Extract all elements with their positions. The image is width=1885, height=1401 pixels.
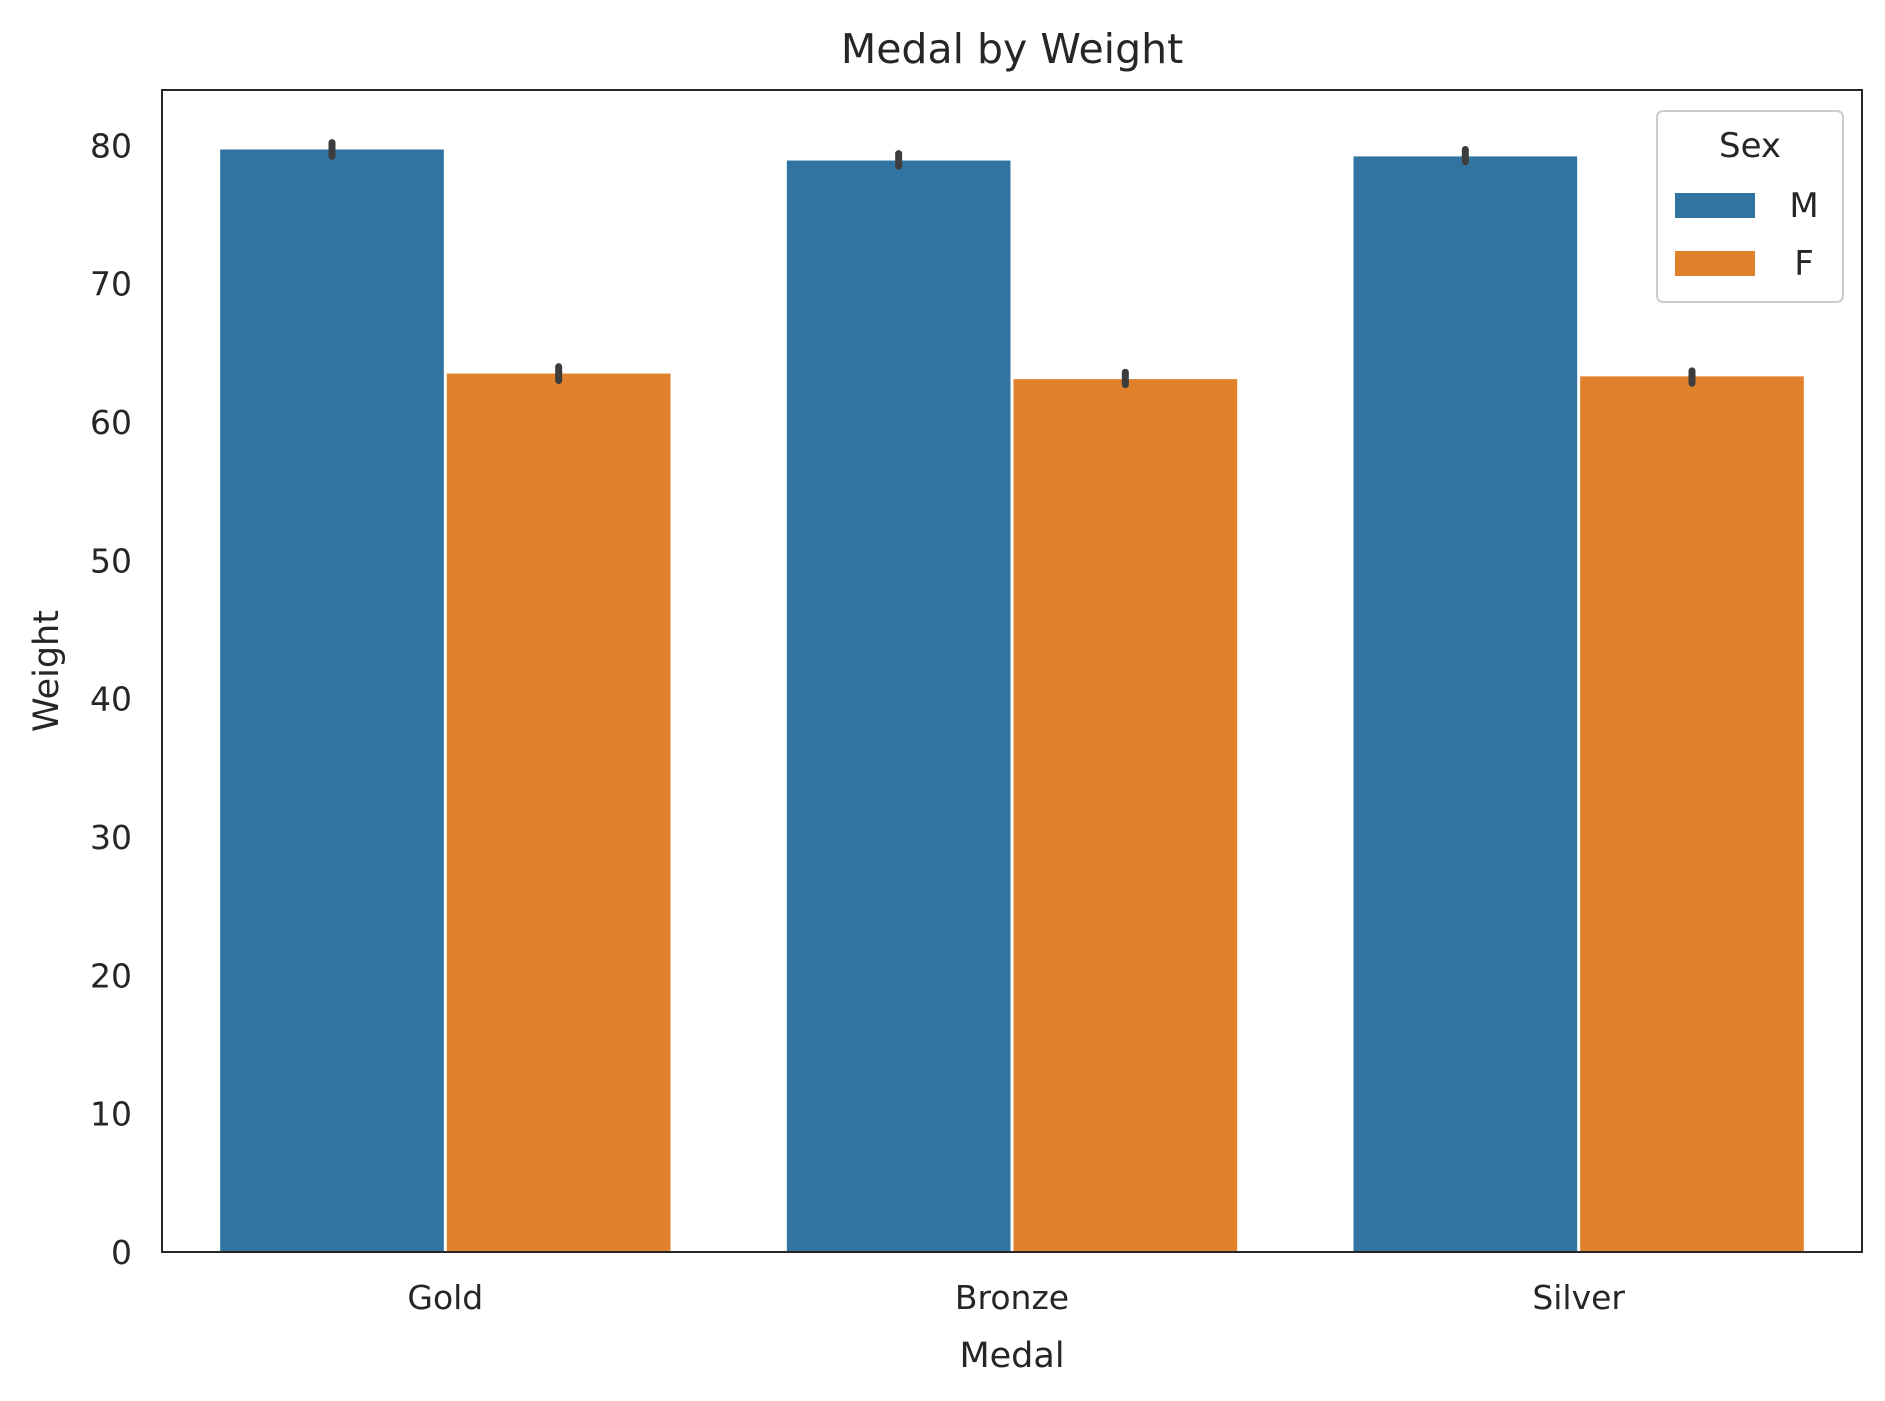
legend-label: M [1789, 186, 1818, 226]
bar [1580, 376, 1804, 1253]
y-axis-ticks: 0 10 20 30 40 50 60 70 80 [90, 126, 132, 1272]
legend-items: MF [1675, 186, 1819, 284]
legend: Sex MF [1656, 110, 1844, 303]
bar [446, 373, 671, 1252]
x-tick-label: Silver [1532, 1278, 1625, 1317]
y-tick-label: 40 [90, 680, 132, 719]
legend-swatch [1675, 193, 1755, 218]
legend-swatch [1675, 251, 1755, 276]
bar [786, 160, 1011, 1252]
error-bars-layer [328, 139, 1696, 389]
y-tick-label: 70 [90, 265, 132, 304]
y-tick-label: 0 [111, 1233, 132, 1272]
y-tick-label: 60 [90, 403, 132, 442]
bars-layer [220, 149, 1804, 1253]
y-axis-label: Weight [27, 610, 67, 732]
bar [1013, 379, 1238, 1252]
y-tick-label: 50 [90, 541, 132, 580]
y-tick-label: 10 [90, 1095, 132, 1134]
plot-frame [161, 89, 1863, 1253]
y-tick-label: 20 [90, 956, 132, 995]
x-tick-label: Bronze [955, 1278, 1069, 1317]
bar [220, 149, 444, 1252]
chart-title: Medal by Weight [841, 25, 1183, 73]
x-axis-ticks: Gold Bronze Silver [407, 1278, 1625, 1317]
y-tick-label: 30 [90, 818, 132, 857]
y-tick-label: 80 [90, 126, 132, 165]
legend-label: F [1794, 244, 1814, 284]
legend-title: Sex [1719, 126, 1781, 166]
x-axis-label: Medal [959, 1336, 1064, 1376]
x-tick-label: Gold [407, 1278, 483, 1317]
bar [1353, 156, 1578, 1252]
